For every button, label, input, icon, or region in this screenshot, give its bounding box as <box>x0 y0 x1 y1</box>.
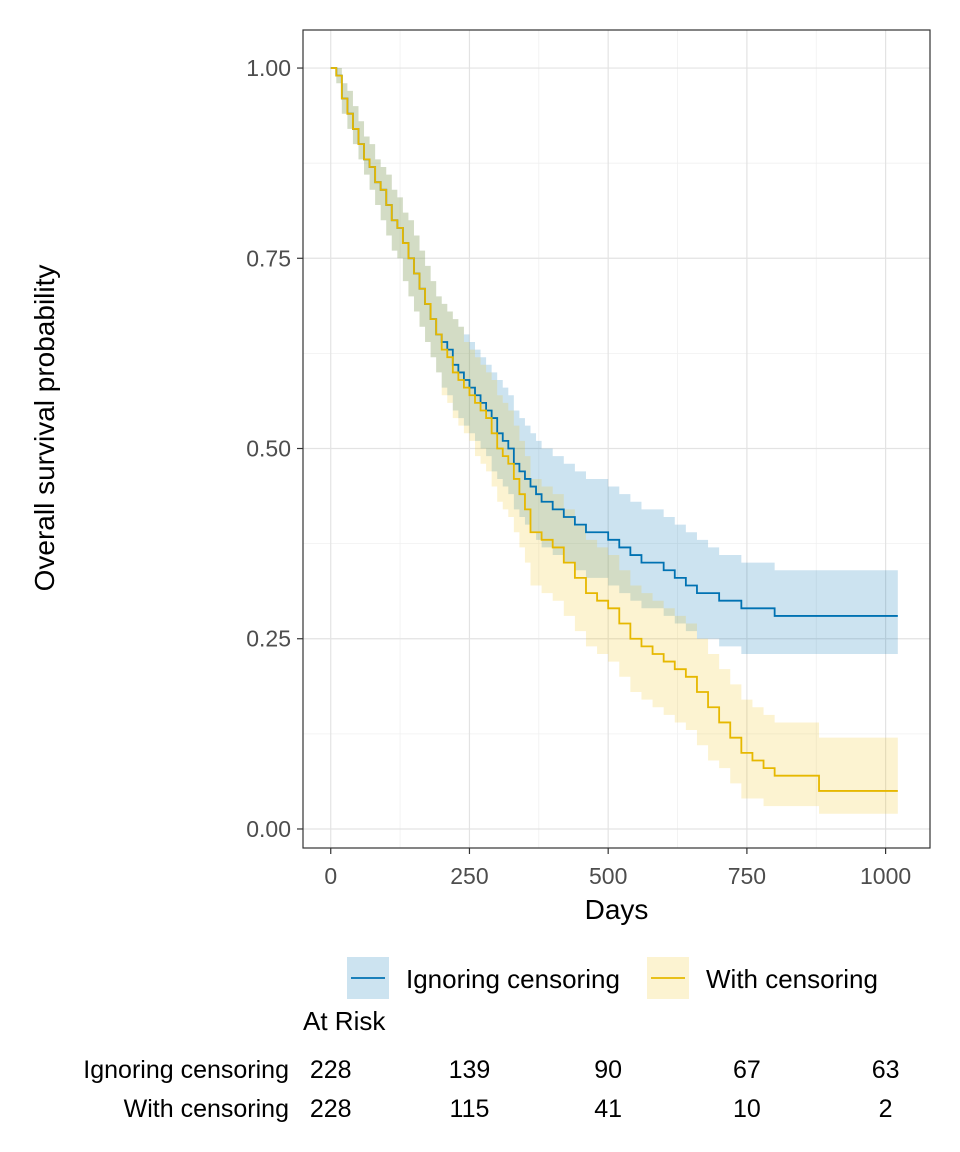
x-axis-title: Days <box>585 894 649 925</box>
risk-table-cells: 228 139 90 67 63 228 115 41 10 2 <box>310 1056 900 1123</box>
x-tick-label-3: 750 <box>728 863 766 889</box>
risk-count-r0-c4: 63 <box>872 1056 900 1084</box>
risk-count-r1-c1: 115 <box>450 1095 490 1123</box>
x-tick-label-4: 1000 <box>860 863 911 889</box>
risk-count-r1-c4: 2 <box>879 1095 893 1123</box>
risk-count-r1-c3: 10 <box>733 1095 761 1123</box>
x-tick-label-1: 250 <box>450 863 488 889</box>
risk-row-label-ignoring-censoring: Ignoring censoring <box>83 1056 289 1084</box>
risk-count-r0-c3: 67 <box>733 1056 761 1084</box>
x-tick-label-0: 0 <box>324 863 337 889</box>
x-tick-label-2: 500 <box>589 863 627 889</box>
y-tick-label-0: 0.00 <box>246 816 291 842</box>
risk-count-r0-c1: 139 <box>449 1056 491 1084</box>
y-tick-label-4: 1.00 <box>246 55 291 81</box>
y-axis-ticks: 0.00 0.25 0.50 0.75 1.00 <box>246 55 303 842</box>
y-axis-title: Overall survival probability <box>29 265 60 592</box>
legend-label-with-censoring: With censoring <box>706 964 878 994</box>
survival-curve-with-censoring <box>330 67 898 792</box>
legend-item-with-censoring: With censoring <box>647 957 878 999</box>
risk-row-label-with-censoring: With censoring <box>124 1095 289 1123</box>
risk-count-r1-c0: 228 <box>310 1095 352 1123</box>
confidence-bands <box>330 68 898 814</box>
legend: Ignoring censoring With censoring <box>347 957 878 999</box>
y-tick-label-2: 0.50 <box>246 436 291 462</box>
risk-count-r1-c2: 41 <box>594 1095 622 1123</box>
risk-count-r0-c2: 90 <box>594 1056 622 1084</box>
confidence-band-with-censoring <box>330 68 898 814</box>
y-tick-label-1: 0.25 <box>246 626 291 652</box>
plot-panel-border <box>302 29 931 849</box>
grid-lines <box>303 30 930 848</box>
confidence-band-ignoring-censoring <box>330 68 898 654</box>
risk-count-r0-c0: 228 <box>310 1056 352 1084</box>
legend-item-ignoring-censoring: Ignoring censoring <box>347 957 620 999</box>
risk-table-title: At Risk <box>303 1006 386 1036</box>
survival-curves <box>330 67 898 792</box>
risk-table: At Risk Ignoring censoring With censorin… <box>83 1006 899 1123</box>
x-axis-ticks: 0 250 500 750 1000 <box>324 848 911 889</box>
legend-label-ignoring-censoring: Ignoring censoring <box>406 964 620 994</box>
y-tick-label-3: 0.75 <box>246 245 291 271</box>
